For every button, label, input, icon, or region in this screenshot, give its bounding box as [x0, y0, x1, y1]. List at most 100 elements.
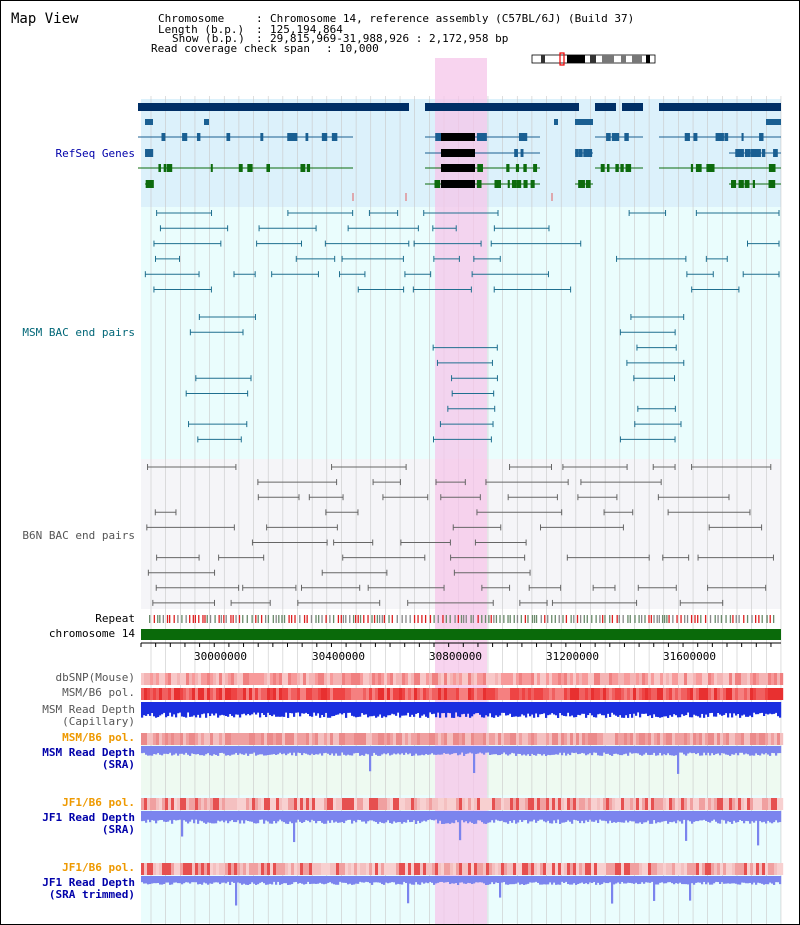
jf1-pol-heat-cell — [765, 798, 769, 810]
msm-depth-sra-bar — [175, 746, 178, 754]
msm-depth-cap-bar — [335, 702, 338, 715]
jf1-depth-trim-bar — [653, 876, 656, 901]
jf1-depth-sra-bar — [725, 811, 728, 824]
msm-depth-cap-bar — [573, 702, 576, 718]
msm-pol-heat-cell — [273, 688, 277, 700]
repeat-mark — [381, 615, 383, 623]
msm-pol-heat-cell — [540, 688, 544, 700]
jf1-pol-heat-cell — [414, 798, 418, 810]
jf1-depth-sra-bar — [275, 811, 278, 824]
msm-depth-sra-bar — [277, 746, 280, 755]
msm-depth-sra-bar — [157, 746, 160, 754]
jf1-pol2-heat-cell — [153, 863, 157, 875]
msm-depth-sra-bar — [283, 746, 286, 754]
msm-depth-sra-bar — [189, 746, 192, 756]
dbsnp-heat-cell — [543, 673, 547, 685]
dbsnp-heat-cell — [417, 673, 421, 685]
msm-pol-heat-cell — [285, 688, 289, 700]
jf1-depth-trim-bar — [743, 876, 746, 883]
msm-pol-heat-cell — [600, 688, 604, 700]
jf1-depth-trim-bar — [405, 876, 408, 884]
dbsnp-heat-cell — [744, 673, 748, 685]
jf1-pol-heat-cell — [495, 798, 499, 810]
msm-pol2-heat-cell — [342, 733, 346, 745]
jf1-pol-heat-cell — [675, 798, 679, 810]
msm-pol2-heat-cell — [579, 733, 583, 745]
msm-depth-cap-bar — [195, 702, 198, 718]
msm-depth-cap-bar — [703, 702, 706, 718]
msm-pol2-heat-cell — [156, 733, 160, 745]
jf1-depth-sra-bar — [357, 811, 360, 820]
jf1-depth-sra-bar — [331, 811, 334, 821]
jf1-depth-trim-bar — [465, 876, 468, 884]
jf1-depth-trim-bar — [565, 876, 568, 882]
dbsnp-heat-cell — [333, 673, 337, 685]
jf1-pol2-heat-cell — [498, 863, 502, 875]
jf1-pol2-heat-cell — [561, 863, 565, 875]
msm-depth-sra-bar — [257, 746, 260, 755]
jf1-pol-heat-cell — [570, 798, 574, 810]
jf1-pol2-heat-cell — [618, 863, 622, 875]
refseq-exon — [515, 164, 520, 172]
msm-pol-heat-cell — [156, 688, 160, 700]
msm-pol2-heat-cell — [696, 733, 700, 745]
msm-depth-sra-bar — [529, 746, 532, 756]
msm-depth-cap-bar — [359, 702, 362, 717]
jf1-depth-sra-bar — [269, 811, 272, 824]
dbsnp-heat-cell — [228, 673, 232, 685]
jf1-depth-sra-bar — [173, 811, 176, 820]
jf1-depth-trim-bar — [311, 876, 314, 884]
jf1-depth-sra-bar — [195, 811, 198, 820]
jf1-depth-trim-bar — [233, 876, 236, 883]
jf1-pol-heat-cell — [273, 798, 277, 810]
jf1-depth-trim-bar — [589, 876, 592, 883]
msm-pol2-heat-cell — [345, 733, 349, 745]
msm-depth-sra-bar — [705, 746, 708, 756]
repeat-mark — [725, 615, 727, 623]
jf1-depth-sra-bar — [475, 811, 478, 824]
dbsnp-heat-cell — [447, 673, 451, 685]
axis-tick-label: 31200000 — [546, 650, 599, 663]
dbsnp-heat-cell — [609, 673, 613, 685]
jf1-pol-heat-cell — [486, 798, 490, 810]
msm-pol2-heat-cell — [513, 733, 517, 745]
refseq-exon — [321, 133, 328, 141]
msm-pol-heat-cell — [492, 688, 496, 700]
jf1-depth-trim-bar — [167, 876, 170, 883]
jf1-depth-trim-bar — [501, 876, 504, 883]
jf1-depth-sra-bar — [369, 811, 372, 821]
msm-depth-cap-bar — [271, 702, 274, 717]
msm-pol-heat-cell — [549, 688, 553, 700]
msm-depth-sra-bar — [407, 746, 410, 755]
dbsnp-heat-cell — [222, 673, 226, 685]
jf1-pol-heat-cell — [621, 798, 625, 810]
jf1-depth-trim-bar — [195, 876, 198, 883]
jf1-depth-sra-bar — [497, 811, 500, 821]
jf1-pol-heat-cell — [558, 798, 562, 810]
msm-pol2-heat-cell — [558, 733, 562, 745]
msm-depth-sra-bar — [195, 746, 198, 755]
msm-depth-sra-bar — [709, 746, 712, 756]
msm-depth-cap-bar — [763, 702, 766, 717]
msm-depth-sra-bar — [539, 746, 542, 755]
dbsnp-heat-cell — [645, 673, 649, 685]
msm-pol-heat-cell — [552, 688, 556, 700]
repeat-mark — [315, 615, 317, 623]
jf1-depth-sra-bar — [215, 811, 218, 824]
jf1-depth-trim-bar — [485, 876, 488, 885]
jf1-depth-trim-bar — [207, 876, 210, 885]
msm-depth-cap-bar — [577, 702, 580, 715]
jf1-depth-sra-bar — [739, 811, 742, 821]
msm-depth-cap-bar — [437, 702, 440, 713]
msm-depth-cap-bar — [711, 702, 714, 713]
repeat-mark — [321, 615, 323, 623]
msm-depth-cap-bar — [231, 702, 234, 716]
msm-depth-cap-bar — [189, 702, 192, 717]
msm-pol2-heat-cell — [564, 733, 568, 745]
jf1-depth-trim-bar — [197, 876, 200, 885]
dbsnp-heat-cell — [450, 673, 454, 685]
msm-depth-cap-bar — [257, 702, 260, 713]
dbsnp-heat-cell — [567, 673, 571, 685]
repeat-mark — [242, 615, 244, 623]
